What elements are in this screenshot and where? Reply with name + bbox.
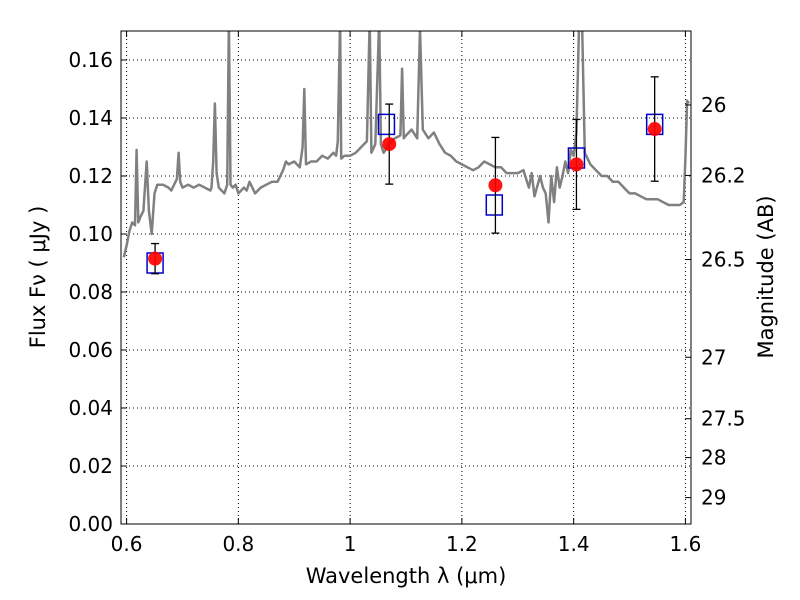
series-layer	[122, 31, 690, 275]
y-tick-label: 0.14	[68, 106, 113, 130]
mag-tick-label: 27.5	[701, 407, 746, 431]
y-tick-label: 0.08	[68, 280, 113, 304]
x-tick-label: 1.4	[558, 532, 590, 556]
plot-area	[121, 31, 691, 524]
mag-tick-label: 29	[701, 486, 726, 510]
observed-flux-point	[569, 157, 584, 172]
observed-flux-point	[382, 137, 397, 152]
plot-frame	[120, 30, 692, 525]
x-tick-label: 1.2	[446, 532, 478, 556]
model-band-square	[485, 194, 504, 216]
y-tick-label: 0.04	[68, 396, 113, 420]
y-tick-label: 0.16	[68, 48, 113, 72]
y-tick-label: 0.12	[68, 164, 113, 188]
y-tick-label: 0.02	[68, 454, 113, 478]
mag-tick-label: 26	[701, 93, 726, 117]
ticks: 0.6 0.8 1 1.2 1.4 1.6 0.00 0.02 0.04 0.06 0.08 0.10…	[68, 31, 746, 556]
model-band-square	[377, 113, 396, 136]
y-tick-label: 0.00	[68, 512, 113, 536]
x-tick-label: 1.6	[670, 532, 702, 556]
y2-axis-label: Magnitude (AB)	[754, 195, 778, 358]
x-axis-label: Wavelength λ (μm)	[306, 564, 507, 588]
y-axis-label: Flux Fν ( μJy )	[26, 206, 50, 349]
mag-tick-label: 26.5	[701, 248, 746, 272]
y-tick-label: 0.10	[68, 222, 113, 246]
observed-flux-point	[148, 251, 163, 266]
x-tick-label: 0.8	[222, 532, 254, 556]
observed-flux-point	[488, 178, 503, 193]
x-tick-label: 1	[344, 532, 357, 556]
mag-tick-label: 26.2	[701, 163, 746, 187]
mag-tick-label: 28	[701, 446, 726, 470]
y-tick-label: 0.06	[68, 338, 113, 362]
observed-flux-point	[647, 122, 662, 137]
mag-tick-label: 27	[701, 345, 726, 369]
x-tick-label: 0.6	[111, 532, 143, 556]
